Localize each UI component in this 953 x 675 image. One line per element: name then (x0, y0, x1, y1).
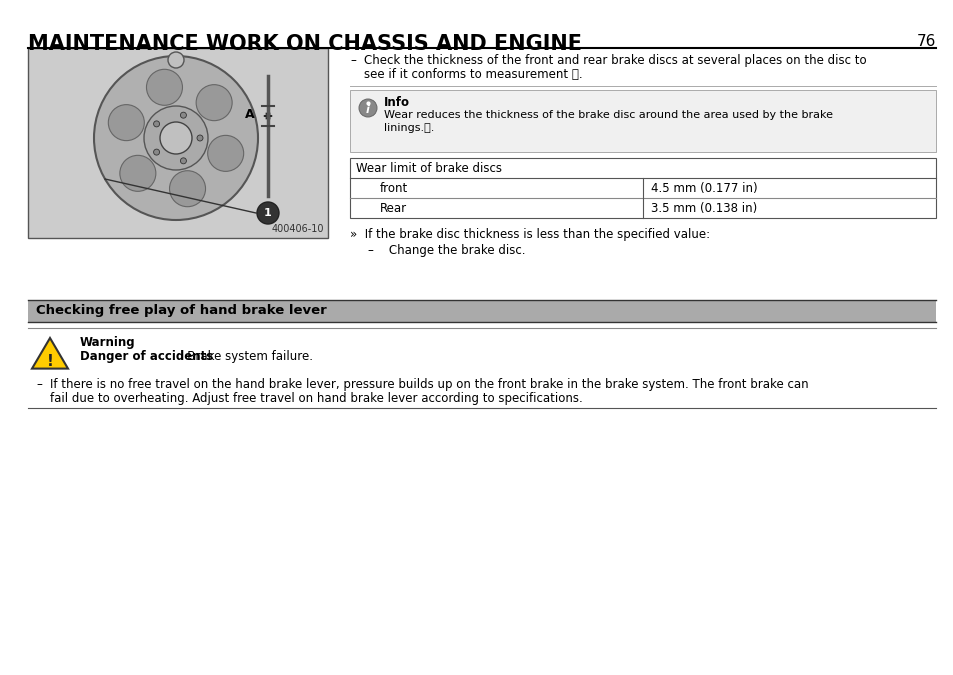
Bar (28, 48, 328, 238)
Text: –: – (350, 54, 355, 67)
Circle shape (256, 202, 278, 224)
Polygon shape (32, 338, 68, 369)
Text: see if it conforms to measurement Ⓙ.: see if it conforms to measurement Ⓙ. (364, 68, 582, 81)
Circle shape (147, 70, 182, 105)
Circle shape (196, 84, 232, 121)
Text: 400406-10: 400406-10 (272, 224, 324, 234)
Circle shape (153, 121, 159, 127)
Text: If there is no free travel on the hand brake lever, pressure builds up on the fr: If there is no free travel on the hand b… (50, 378, 808, 391)
Circle shape (180, 112, 186, 118)
Text: linings.Ⓙ.: linings.Ⓙ. (384, 123, 434, 133)
Text: 3.5 mm (0.138 in): 3.5 mm (0.138 in) (650, 202, 757, 215)
Circle shape (358, 99, 376, 117)
Text: 4.5 mm (0.177 in): 4.5 mm (0.177 in) (650, 182, 757, 195)
Text: Wear limit of brake discs: Wear limit of brake discs (355, 162, 501, 175)
Bar (28, 300, 935, 322)
Text: Checking free play of hand brake lever: Checking free play of hand brake lever (36, 304, 327, 317)
Circle shape (153, 149, 159, 155)
Circle shape (120, 155, 155, 191)
Text: Rear: Rear (379, 202, 407, 215)
Circle shape (144, 106, 208, 170)
Text: front: front (379, 182, 408, 195)
Text: Warning: Warning (80, 336, 135, 349)
Text: !: ! (47, 354, 53, 369)
Text: Info: Info (384, 96, 410, 109)
Text: Brake system failure.: Brake system failure. (175, 350, 313, 363)
Circle shape (208, 136, 243, 171)
Text: MAINTENANCE WORK ON CHASSIS AND ENGINE: MAINTENANCE WORK ON CHASSIS AND ENGINE (28, 34, 581, 54)
Circle shape (109, 105, 144, 140)
Circle shape (180, 158, 186, 164)
Bar (350, 158, 935, 218)
Bar (350, 90, 935, 152)
Text: A: A (245, 108, 254, 121)
Text: Check the thickness of the front and rear brake discs at several places on the d: Check the thickness of the front and rea… (364, 54, 865, 67)
Circle shape (160, 122, 192, 154)
Text: i: i (366, 105, 370, 115)
Text: 1: 1 (264, 208, 272, 218)
Circle shape (94, 56, 257, 220)
Text: Wear reduces the thickness of the brake disc around the area used by the brake: Wear reduces the thickness of the brake … (384, 110, 832, 120)
Text: –    Change the brake disc.: – Change the brake disc. (368, 244, 525, 257)
Circle shape (196, 135, 203, 141)
Circle shape (168, 52, 184, 68)
Text: »  If the brake disc thickness is less than the specified value:: » If the brake disc thickness is less th… (350, 228, 709, 241)
Text: 76: 76 (916, 34, 935, 49)
Text: fail due to overheating. Adjust free travel on hand brake lever according to spe: fail due to overheating. Adjust free tra… (50, 392, 582, 405)
Text: Danger of accidents: Danger of accidents (80, 350, 213, 363)
Text: –: – (36, 378, 42, 391)
Circle shape (170, 171, 205, 207)
